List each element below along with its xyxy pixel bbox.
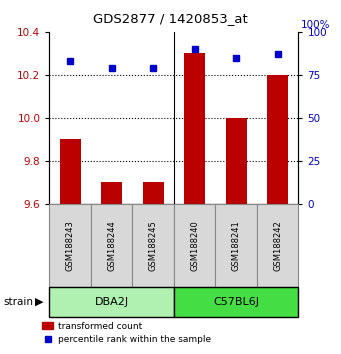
Bar (174, 287, 298, 317)
Text: DBA2J: DBA2J (94, 297, 129, 307)
Bar (60, 139, 80, 204)
Text: GSM188241: GSM188241 (232, 220, 241, 270)
Text: GSM188245: GSM188245 (149, 220, 158, 270)
Text: 100%: 100% (301, 20, 330, 30)
Text: GSM188240: GSM188240 (190, 220, 199, 270)
Text: GDS2877 / 1420853_at: GDS2877 / 1420853_at (93, 12, 248, 25)
Bar (184, 53, 205, 204)
Text: strain: strain (3, 297, 33, 307)
Bar (257, 204, 298, 287)
Text: GSM188243: GSM188243 (66, 220, 75, 270)
Bar (101, 182, 122, 204)
Bar (174, 204, 216, 287)
Bar (143, 182, 164, 204)
Bar (49, 287, 174, 317)
Text: GSM188244: GSM188244 (107, 220, 116, 270)
Bar (49, 204, 91, 287)
Text: GSM188242: GSM188242 (273, 220, 282, 270)
Bar (216, 204, 257, 287)
Text: ▶: ▶ (35, 297, 43, 307)
Text: C57BL6J: C57BL6J (213, 297, 259, 307)
Bar (91, 204, 132, 287)
Bar (267, 75, 288, 204)
Bar (226, 118, 247, 204)
Bar (132, 204, 174, 287)
Legend: transformed count, percentile rank within the sample: transformed count, percentile rank withi… (39, 318, 214, 348)
